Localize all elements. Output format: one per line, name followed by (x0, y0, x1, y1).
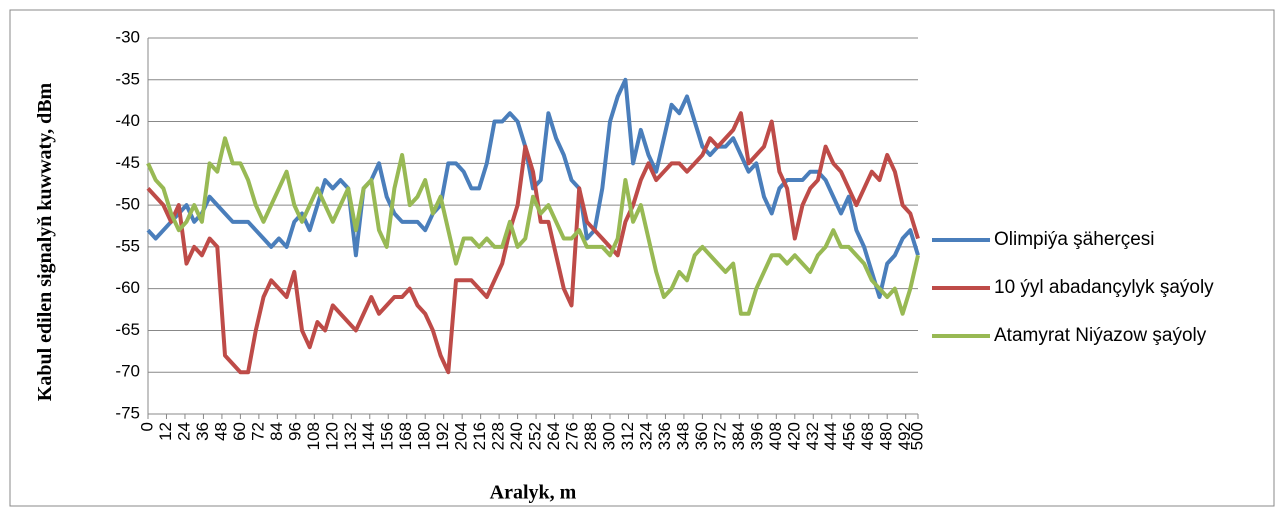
y-tick-label: -40 (115, 111, 140, 130)
x-tick-label: 48 (211, 422, 230, 441)
legend-label: Olimpiýa şäherçesi (994, 229, 1155, 250)
x-tick-label: 228 (489, 422, 508, 450)
x-tick-label: 456 (840, 422, 859, 450)
x-tick-label: 480 (877, 422, 896, 450)
x-tick-label: 96 (285, 422, 304, 441)
x-tick-label: 444 (821, 422, 840, 450)
x-tick-label: 336 (655, 422, 674, 450)
x-tick-label: 120 (322, 422, 341, 450)
y-tick-label: -50 (115, 195, 140, 214)
x-tick-label: 348 (673, 422, 692, 450)
x-tick-label: 60 (230, 422, 249, 441)
x-tick-label: 36 (193, 422, 212, 441)
series-line (146, 77, 920, 300)
y-tick-label: -65 (115, 320, 140, 339)
x-tick-label: 240 (507, 422, 526, 450)
x-tick-label: 408 (766, 422, 785, 450)
x-tick-label: 0 (137, 422, 156, 431)
x-tick-label: 180 (415, 422, 434, 450)
x-tick-label: 204 (452, 422, 471, 450)
legend-label: Atamyrat Niýazow şaýoly (994, 325, 1207, 346)
y-tick-label: -30 (115, 27, 140, 46)
x-tick-label: 264 (544, 422, 563, 450)
x-tick-label: 216 (470, 422, 489, 450)
x-tick-label: 500 (907, 422, 926, 450)
x-tick-label: 492 (895, 422, 914, 450)
x-axis-title: Aralyk, m (490, 482, 577, 504)
x-tick-label: 396 (747, 422, 766, 450)
x-tick-label: 72 (248, 422, 267, 441)
y-tick-label: -35 (115, 69, 140, 88)
y-tick-label: -45 (115, 153, 140, 172)
x-tick-label: 156 (378, 422, 397, 450)
x-tick-label: 372 (710, 422, 729, 450)
x-tick-label: 168 (396, 422, 415, 450)
x-tick-label: 12 (156, 422, 175, 441)
legend-label: 10 ýyl abadançylyk şaýoly (994, 277, 1214, 298)
x-tick-label: 288 (581, 422, 600, 450)
series-line (146, 136, 920, 316)
x-tick-label: 192 (433, 422, 452, 450)
frame (9, 9, 1275, 507)
x-tick-label: 312 (618, 422, 637, 450)
x-tick-label: 300 (599, 422, 618, 450)
x-tick-label: 24 (174, 422, 193, 441)
x-tick-label: 360 (692, 422, 711, 450)
y-tick-label: -75 (115, 403, 140, 422)
x-tick-label: 144 (359, 422, 378, 450)
y-tick-label: -60 (115, 278, 140, 297)
x-tick-label: 108 (304, 422, 323, 450)
x-tick-label: 132 (341, 422, 360, 450)
y-tick-label: -70 (115, 362, 140, 381)
y-tick-label: -55 (115, 236, 140, 255)
x-tick-label: 384 (729, 422, 748, 450)
x-tick-label: 84 (267, 422, 286, 441)
x-tick-label: 324 (636, 422, 655, 450)
x-tick-label: 420 (784, 422, 803, 450)
y-axis-title: Kabul edilen signalyň kuwwaty, dBm (34, 82, 56, 402)
x-tick-label: 252 (526, 422, 545, 450)
x-tick-label: 468 (858, 422, 877, 450)
x-tick-label: 432 (803, 422, 822, 450)
series-line (146, 111, 920, 375)
x-tick-label: 276 (563, 422, 582, 450)
